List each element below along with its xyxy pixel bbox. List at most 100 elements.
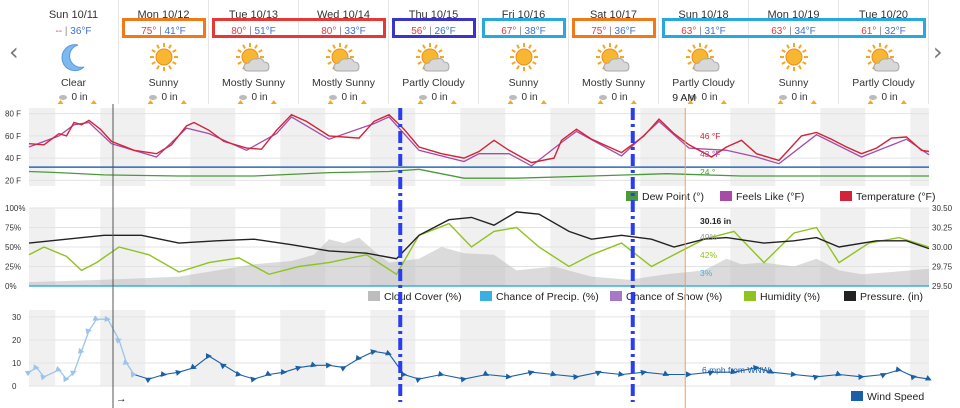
highlight-box bbox=[212, 18, 386, 38]
sun-marker-icon bbox=[90, 100, 97, 104]
wind-arrow-icon bbox=[190, 363, 197, 370]
high-temp: 80° bbox=[231, 26, 247, 37]
low-temp: 36°F bbox=[614, 26, 636, 37]
precip-amount: 0 in bbox=[791, 92, 808, 103]
precip-amount: 0 in bbox=[431, 92, 448, 103]
night-band bbox=[460, 310, 479, 386]
night-band bbox=[209, 310, 236, 386]
sun-marker-icon bbox=[57, 100, 64, 104]
next-arrow-button[interactable]: › bbox=[933, 38, 943, 66]
wind-arrow-icon bbox=[662, 370, 670, 377]
wind-arrow-icon bbox=[339, 366, 347, 372]
day-column[interactable]: Mon 10/12 75° | 41°F Sunny 0 in bbox=[119, 0, 209, 104]
sun-marker-icon bbox=[867, 100, 874, 104]
wind-arrow-icon bbox=[925, 375, 932, 381]
y-tick-label: 20 bbox=[12, 336, 21, 345]
wind-arrow-icon bbox=[730, 368, 737, 375]
wind-arrow-icon bbox=[310, 361, 317, 368]
wind-arrow-icon bbox=[437, 370, 445, 377]
sun-marker-icon bbox=[360, 100, 367, 104]
day-column[interactable]: Fri 10/16 67° | 38°F Sunny 0 in bbox=[479, 0, 569, 104]
raindrop-icon bbox=[419, 94, 428, 100]
day-precip: 0 in bbox=[299, 92, 388, 103]
temp-separator: | bbox=[786, 26, 795, 37]
sun-icon bbox=[774, 41, 814, 75]
sun-marker-icon bbox=[507, 100, 514, 104]
high-temp: 61° bbox=[861, 26, 877, 37]
wind-arrow-icon bbox=[33, 364, 40, 371]
day-precip: 0 in bbox=[569, 92, 658, 103]
moon-icon bbox=[54, 41, 94, 75]
wind-arrow-icon bbox=[790, 371, 797, 378]
day-temps: 61° | 32°F bbox=[857, 25, 910, 38]
sun-marker-icon bbox=[450, 100, 457, 104]
wind-arrow-icon bbox=[92, 315, 100, 321]
legend-swatch bbox=[851, 391, 863, 401]
sun-marker-icon bbox=[900, 100, 907, 104]
value-annotation: 49% bbox=[700, 232, 717, 242]
temp-separator: | bbox=[156, 26, 165, 37]
day-temps: 67° | 38°F bbox=[497, 25, 550, 38]
low-temp: 38°F bbox=[524, 26, 546, 37]
night-band bbox=[479, 310, 506, 386]
wind-arrow-icon bbox=[415, 377, 422, 384]
y2-tick-label: 30.25 bbox=[932, 224, 953, 233]
raindrop-icon bbox=[689, 94, 698, 100]
wind-arrow-icon bbox=[55, 366, 62, 372]
day-precip: 0 in bbox=[659, 92, 748, 103]
sun-cloud-icon bbox=[594, 41, 634, 75]
wind-arrow-icon bbox=[879, 373, 887, 379]
wind-arrow-icon bbox=[205, 353, 212, 360]
pressure-line bbox=[28, 211, 930, 260]
y-tick-label: 80 F bbox=[5, 110, 21, 119]
day-precip: 0 in bbox=[209, 92, 298, 103]
wind-speed-line bbox=[133, 350, 930, 380]
night-band bbox=[209, 108, 236, 186]
wind-arrow-icon bbox=[505, 373, 512, 380]
night-band bbox=[910, 310, 929, 386]
day-temps: 63° | 34°F bbox=[767, 25, 820, 38]
night-band bbox=[479, 108, 506, 186]
day-precip: 0 in bbox=[839, 92, 928, 103]
value-annotation: 3% bbox=[700, 268, 713, 278]
y-tick-label: 10 bbox=[12, 359, 21, 368]
y-tick-label: 0 bbox=[12, 382, 17, 391]
sun-marker-icon bbox=[810, 100, 817, 104]
y2-tick-label: 30.50 bbox=[932, 204, 953, 213]
legend-label: Pressure. (in) bbox=[860, 291, 923, 303]
y-tick-label: 60 F bbox=[5, 132, 21, 141]
legend-swatch bbox=[610, 291, 622, 301]
sun-cloud-icon bbox=[234, 41, 274, 75]
day-condition: Sunny bbox=[508, 77, 539, 89]
day-condition: Clear bbox=[60, 77, 87, 89]
high-temp: 63° bbox=[771, 26, 787, 37]
day-column[interactable]: Thu 10/15 56° | 26°F Partly Cloudy 0 in bbox=[389, 0, 479, 104]
low-temp: 31°F bbox=[704, 26, 726, 37]
low-temp: 41°F bbox=[164, 26, 186, 37]
sun-marker-icon bbox=[597, 100, 604, 104]
precip-amount: 0 in bbox=[521, 92, 538, 103]
low-temp: 51°F bbox=[254, 26, 276, 37]
day-column[interactable]: Wed 10/14 80° | 33°F Mostly Sunny 0 in bbox=[299, 0, 389, 104]
prev-arrow-button[interactable]: ‹ bbox=[9, 38, 19, 66]
temp-separator: | bbox=[516, 26, 525, 37]
low-temp: 26°F bbox=[434, 26, 456, 37]
wind-arrow-icon bbox=[460, 376, 467, 383]
cloud-cover-area bbox=[29, 237, 929, 286]
sun-marker-icon bbox=[720, 100, 727, 104]
humidity-line bbox=[28, 222, 930, 276]
raindrop-icon bbox=[779, 94, 788, 100]
wind-arrow-icon bbox=[482, 370, 490, 376]
night-band bbox=[29, 108, 56, 186]
temp-separator: | bbox=[696, 26, 705, 37]
value-annotation: 46 °F bbox=[700, 131, 720, 141]
value-annotation: 24 ° bbox=[700, 167, 715, 177]
day-temps: 63° | 31°F bbox=[677, 25, 730, 38]
day-temps: 80° | 33°F bbox=[317, 25, 370, 38]
y-tick-label: 40 F bbox=[5, 154, 21, 163]
day-column[interactable]: Sun 10/11 -- | 36°F Clear 0 in bbox=[29, 0, 119, 104]
wind-arrow-icon bbox=[160, 371, 167, 378]
high-temp: 67° bbox=[501, 26, 517, 37]
legend-swatch bbox=[844, 291, 856, 301]
sun-marker-icon bbox=[147, 100, 154, 104]
